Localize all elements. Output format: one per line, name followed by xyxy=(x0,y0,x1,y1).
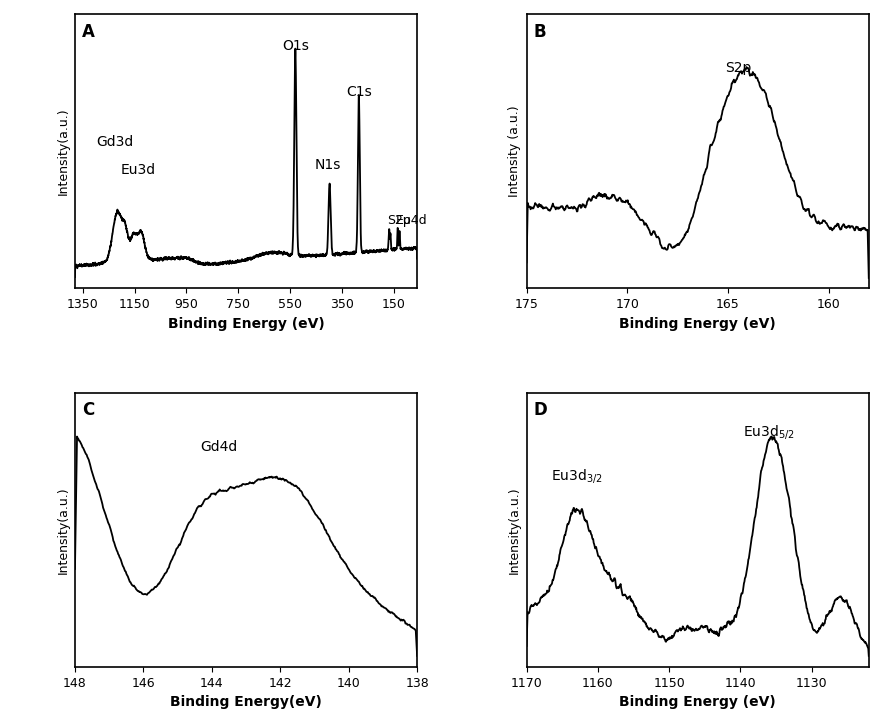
Y-axis label: Intensity (a.u.): Intensity (a.u.) xyxy=(508,105,521,197)
Text: Eu3d$_{5/2}$: Eu3d$_{5/2}$ xyxy=(744,423,795,441)
Text: A: A xyxy=(82,22,94,41)
Text: S2p: S2p xyxy=(725,62,751,75)
Text: Gd3d: Gd3d xyxy=(96,135,134,149)
X-axis label: Binding Energy (eV): Binding Energy (eV) xyxy=(619,695,776,709)
Text: Eu4d: Eu4d xyxy=(396,214,427,227)
X-axis label: Binding Energy (eV): Binding Energy (eV) xyxy=(168,317,325,331)
Y-axis label: Intensity(a.u.): Intensity(a.u.) xyxy=(508,486,521,574)
Text: Eu3d$_{3/2}$: Eu3d$_{3/2}$ xyxy=(550,467,602,485)
Text: Eu3d: Eu3d xyxy=(121,163,156,176)
Y-axis label: Intensity(a.u.): Intensity(a.u.) xyxy=(56,486,70,574)
Text: Gd4d: Gd4d xyxy=(200,440,237,454)
Text: S2p: S2p xyxy=(387,214,411,227)
X-axis label: Binding Energy (eV): Binding Energy (eV) xyxy=(619,317,776,331)
Text: O1s: O1s xyxy=(282,39,309,53)
Text: C: C xyxy=(82,401,94,419)
Text: N1s: N1s xyxy=(315,158,341,172)
Y-axis label: Intensity(a.u.): Intensity(a.u.) xyxy=(56,108,70,195)
Text: D: D xyxy=(534,401,547,419)
Text: C1s: C1s xyxy=(346,85,371,99)
X-axis label: Binding Energy(eV): Binding Energy(eV) xyxy=(170,695,322,709)
Text: B: B xyxy=(534,22,546,41)
